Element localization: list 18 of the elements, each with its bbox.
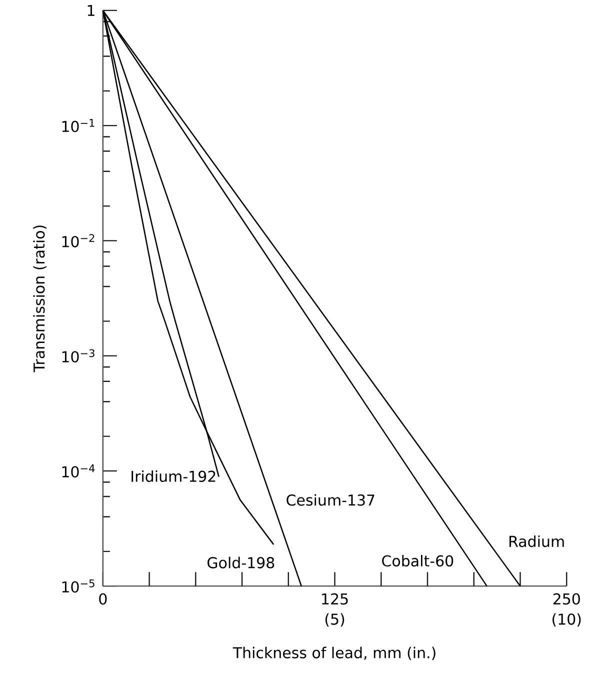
x-axis-title: Thickness of lead, mm (in.) (233, 646, 436, 660)
y-tick-label: 10$^{−5}$ (62, 580, 95, 593)
y-axis-title: Transmission (ratio) (33, 226, 47, 372)
x-tick-label: 0 (99, 593, 107, 605)
y-tick-label: 1 (88, 4, 95, 16)
x2-tick-label: (10) (552, 613, 581, 627)
y-tick-label: 10$^{−2}$ (62, 234, 94, 248)
x-tick-label: 125 (322, 593, 348, 605)
y-tick-label: 10$^{−4}$ (62, 464, 95, 478)
y-tick-label: 10$^{−1}$ (62, 119, 94, 132)
series-label: Gold-198 (208, 556, 274, 568)
series-label: Iridium-192 (132, 470, 216, 482)
series-label: Radium (510, 535, 564, 548)
x-tick-label: 250 (554, 593, 580, 605)
series-label: Cesium-137 (286, 494, 374, 506)
y-tick-label: 10$^{−3}$ (62, 349, 95, 362)
series-label: Cobalt-60 (382, 554, 454, 567)
x2-tick-label: (5) (326, 613, 344, 627)
